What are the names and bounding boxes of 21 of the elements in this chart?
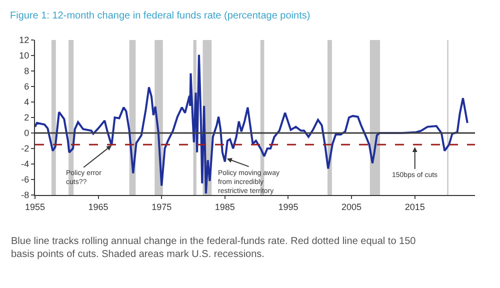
y-tick-label: -2 [21, 144, 30, 154]
y-tick-label: 2 [24, 112, 30, 123]
line-series [35, 54, 468, 194]
x-tick-label: 1995 [278, 202, 298, 212]
y-tick-label: 0 [24, 128, 30, 138]
y-tick-label: -8 [21, 190, 30, 200]
text: Blue line tracks rolling annual change in the federal-funds rate. Red dotted line equal to 150 basis points of cuts. Shaded areas mark U.S. recessions. [11, 236, 416, 260]
chart-title: Figure 1: 12-month change in federal funds rate (percentage points) [10, 10, 310, 22]
y-tick-label: 8 [24, 66, 30, 76]
x-tick-label: 2015 [404, 202, 425, 212]
y-tick-label: 4 [24, 97, 30, 108]
x-tick-label: 2005 [342, 202, 362, 212]
y-tick-label: 6 [24, 82, 30, 92]
y-tick-label: 10 [19, 50, 30, 61]
x-tick-label: 1965 [88, 202, 108, 212]
y-tick-label: 12 [19, 35, 30, 46]
x-tick-label: 1955 [24, 202, 46, 212]
y-tick-label: -4 [21, 159, 30, 170]
y-tick-label: -6 [21, 174, 30, 185]
x-tick-label: 1975 [152, 202, 172, 212]
x-tick-label: 1985 [214, 202, 235, 212]
